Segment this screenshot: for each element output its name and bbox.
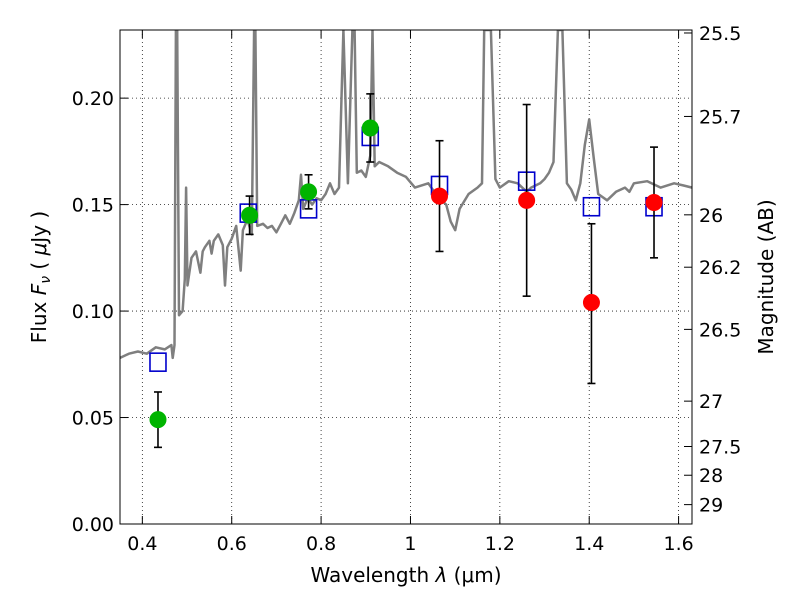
plot-frame [119, 29, 693, 525]
x-tick-label: 1.2 [485, 533, 515, 555]
tick-layer: 0.4 0.6 0.8 1 1.2 1.4 1.6 0.00 0.05 0.10 0.15 0.20 2… [72, 23, 742, 555]
y2-tick-label: 28 [699, 465, 723, 487]
y-axis-title-mu: μ [27, 243, 51, 257]
green-data-point [361, 119, 379, 137]
red-data-point [431, 187, 449, 205]
y2-tick-label: 26.2 [699, 257, 741, 279]
y2-tick-label: 29 [699, 495, 723, 517]
y-tick-label: 0.15 [72, 195, 114, 217]
model-spectrum-line [120, 30, 692, 360]
x-tick-label: 1.6 [663, 533, 693, 555]
y-axis-title-symbol-sub: ν [38, 276, 54, 284]
x-axis-title-prefix: Wavelength [310, 563, 435, 587]
y-axis-title-open: ( [27, 255, 51, 276]
x-tick-label: 0.4 [127, 533, 157, 555]
red-data-point [645, 193, 663, 211]
green-data-point [149, 411, 167, 429]
y2-axis-title: Magnitude (AB) [754, 199, 778, 354]
red-data-point [518, 191, 536, 209]
model-photometry-square [149, 352, 167, 372]
y-axis-title-prefix: Flux [27, 295, 51, 343]
y2-tick-label: 27.5 [699, 436, 741, 458]
green-data-point [300, 183, 318, 201]
y-tick-label: 0.00 [72, 514, 114, 536]
y2-tick-label: 27 [699, 391, 723, 413]
x-tick-label: 1.4 [574, 533, 604, 555]
y2-tick-label: 26 [699, 205, 723, 227]
x-tick-label: 1 [404, 533, 416, 555]
y2-tick-label: 25.7 [699, 106, 741, 128]
y2-tick-label: 26.5 [699, 319, 741, 341]
y2-tick-label: 25.5 [699, 23, 741, 45]
marker-layer [149, 93, 663, 449]
x-tick-label: 0.6 [217, 533, 247, 555]
green-data-point [241, 206, 259, 224]
red-data-point [582, 294, 600, 312]
y-tick-label: 0.10 [72, 301, 114, 323]
y-tick-label: 0.05 [72, 408, 114, 430]
y-axis-title-unit: Jy ) [27, 211, 51, 245]
x-tick-label: 0.8 [306, 533, 336, 555]
plot-area [120, 30, 692, 360]
y-axis-title-symbol: F [27, 283, 51, 295]
y-axis-title: Flux Fν ( μJy ) [27, 211, 54, 343]
y-tick-label: 0.20 [72, 88, 114, 110]
x-axis-title-unit: (μm) [447, 563, 501, 587]
model-photometry-square [582, 196, 601, 217]
x-axis-title: Wavelength λ (μm) [310, 563, 501, 587]
x-axis-title-symbol: λ [434, 563, 447, 587]
